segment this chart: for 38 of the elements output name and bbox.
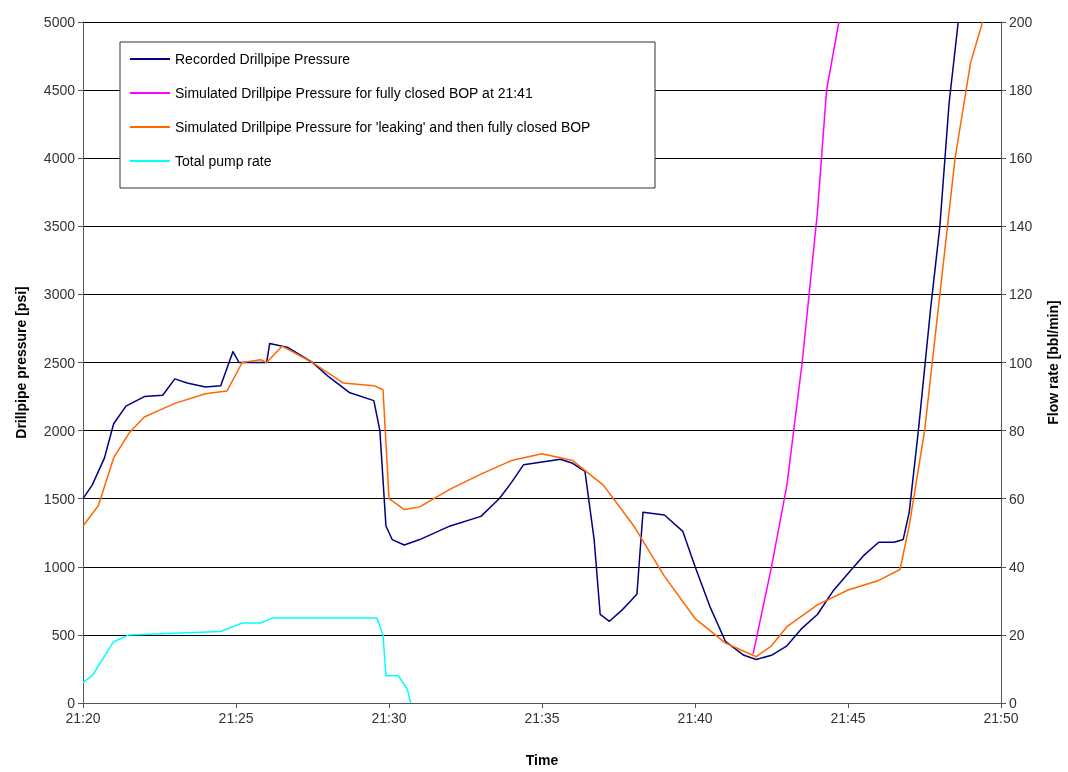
y-tick-label: 2000 [43,422,76,439]
y-tick-label: 5000 [43,14,76,30]
y-tick-label: 500 [51,626,76,643]
y-tick-label: 0 [67,695,76,711]
y-axis-title: Drillpipe pressure [psi] [13,286,29,439]
x-tick-label: 21:35 [524,710,560,726]
line-series [82,617,412,704]
y2-tick-label: 60 [1009,490,1025,507]
y-tick-label: 2500 [43,354,76,371]
y-tick-label: 1000 [43,558,76,575]
y2-tick-label: 40 [1009,558,1025,575]
y-tick-label: 3500 [43,218,76,235]
y-tick-label: 3000 [43,286,76,303]
y2-tick-label: 160 [1009,150,1033,167]
x-tick-label: 21:30 [371,710,407,726]
y-tick-label: 1500 [43,490,76,507]
x-tick-label: 21:25 [218,710,254,726]
y2-tick-label: 80 [1009,422,1025,439]
line-series [752,21,840,655]
y2-tick-label: 100 [1009,354,1033,371]
x-tick-label: 21:50 [983,710,1019,726]
y-tick-label: 4000 [43,150,76,167]
legend-label: Simulated Drillpipe Pressure for fully closed BOP at 21:41 [175,85,533,101]
x-axis-title: Time [525,752,559,768]
x-tick-label: 21:20 [65,710,101,726]
legend-label: Simulated Drillpipe Pressure for 'leaking' and then fully closed BOP [175,119,591,135]
y2-axis-title: Flow rate [bbl/min] [1045,300,1061,425]
x-tick-label: 21:45 [830,710,866,726]
y2-tick-label: 180 [1009,82,1033,99]
y2-tick-label: 140 [1009,218,1033,235]
legend-label: Recorded Drillpipe Pressure [175,51,351,67]
y2-tick-label: 0 [1009,695,1017,711]
y2-tick-label: 120 [1009,286,1033,303]
y2-tick-label: 200 [1009,14,1033,30]
y2-tick-label: 20 [1009,626,1025,643]
y-tick-label: 4500 [43,82,76,99]
legend-label: Total pump rate [175,153,272,169]
x-tick-label: 21:40 [677,710,713,726]
